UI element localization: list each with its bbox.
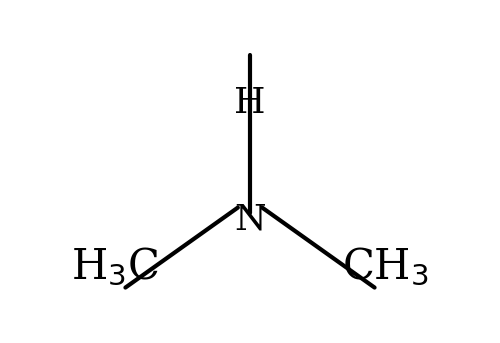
Text: H: H: [234, 86, 266, 120]
Text: CH$_3$: CH$_3$: [342, 246, 428, 288]
Text: N: N: [234, 202, 266, 236]
Text: H$_3$C: H$_3$C: [71, 246, 159, 288]
